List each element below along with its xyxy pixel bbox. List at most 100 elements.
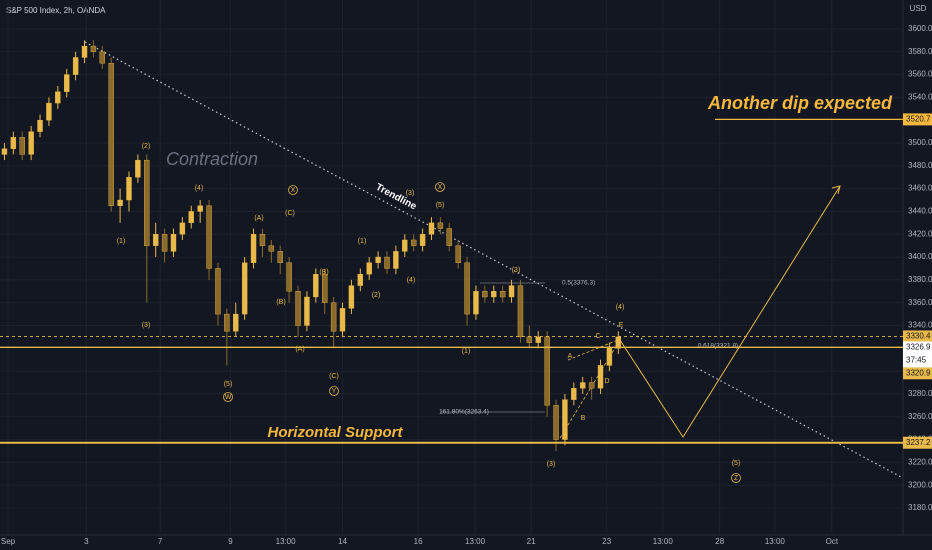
y-tick-label: 3500.0 bbox=[908, 138, 932, 147]
wave-label: (4) bbox=[616, 304, 625, 311]
candle-body bbox=[161, 234, 168, 252]
wave-label: Y bbox=[332, 388, 337, 395]
candle-body bbox=[553, 405, 559, 440]
candle-body bbox=[313, 273, 319, 298]
candle-body bbox=[393, 251, 399, 269]
wave-label: Z bbox=[734, 475, 739, 482]
candle-body bbox=[580, 382, 586, 389]
candle-body bbox=[348, 285, 355, 309]
wedge-upper bbox=[567, 339, 619, 361]
candle-body bbox=[544, 336, 550, 406]
headline: Another dip expected bbox=[707, 93, 893, 113]
candle-body bbox=[179, 222, 186, 235]
candle-body bbox=[241, 262, 248, 315]
wave-label: D bbox=[604, 378, 609, 385]
candle-body bbox=[108, 62, 114, 206]
candle-body bbox=[144, 159, 150, 246]
candle-body bbox=[588, 382, 595, 389]
level-label: 3520.7 bbox=[906, 115, 931, 124]
candle-body bbox=[526, 336, 533, 343]
x-tick-label: 7 bbox=[158, 537, 163, 546]
candle-body bbox=[366, 262, 372, 275]
candle-body bbox=[1, 148, 8, 155]
wave-label: (5) bbox=[436, 202, 445, 209]
candle-body bbox=[446, 228, 452, 246]
y-tick-label: 3600.0 bbox=[908, 24, 932, 33]
candle-body bbox=[10, 137, 17, 149]
candle-body bbox=[410, 239, 417, 246]
candle-body bbox=[135, 159, 141, 178]
candle-body bbox=[250, 234, 257, 263]
y-tick-label: 3440.0 bbox=[908, 207, 932, 216]
x-tick-label: Oct bbox=[826, 537, 839, 546]
y-tick-label: 3180.0 bbox=[908, 503, 932, 512]
wave-circle bbox=[435, 182, 445, 192]
wave-label: (1) bbox=[117, 238, 126, 245]
y-tick-label: 3340.0 bbox=[908, 321, 932, 330]
wave-label: E bbox=[619, 322, 624, 329]
wave-label: (3) bbox=[547, 461, 556, 468]
level-label: 3330.4 bbox=[906, 332, 931, 341]
candle-body bbox=[64, 74, 70, 92]
candle-body bbox=[277, 251, 283, 263]
wave-circle bbox=[329, 386, 339, 396]
candle-body bbox=[152, 234, 159, 246]
candle-body bbox=[224, 313, 230, 332]
x-tick-label: 28 bbox=[715, 537, 724, 546]
level-box bbox=[903, 113, 932, 126]
level-box bbox=[903, 330, 932, 343]
candle-body bbox=[330, 302, 337, 332]
x-tick-label: 14 bbox=[338, 537, 347, 546]
candle-body bbox=[286, 262, 292, 292]
x-tick-label: 3 bbox=[84, 537, 89, 546]
candle-body bbox=[455, 245, 461, 263]
candle-body bbox=[437, 222, 444, 229]
y-tick-label: 3280.0 bbox=[908, 389, 932, 398]
wave-label: (5) bbox=[224, 381, 233, 388]
candle-body bbox=[259, 234, 266, 246]
wave-label: (2) bbox=[372, 292, 381, 299]
x-tick-label: 16 bbox=[414, 537, 423, 546]
candle-body bbox=[295, 291, 301, 326]
wave-label: (3) bbox=[142, 322, 151, 329]
candle-body bbox=[72, 57, 79, 75]
grid bbox=[0, 0, 903, 535]
candle-body bbox=[606, 348, 613, 366]
x-tick-label: 13:00 bbox=[765, 537, 786, 546]
candle-body bbox=[339, 308, 346, 332]
wave-label: (B) bbox=[276, 299, 285, 306]
wave-label: (4) bbox=[407, 277, 416, 284]
candle-body bbox=[597, 365, 604, 389]
level-box bbox=[903, 436, 932, 449]
candle-body bbox=[419, 234, 426, 246]
projection bbox=[619, 185, 841, 438]
y-tick-label: 3380.0 bbox=[908, 275, 932, 284]
chart-title: S&P 500 Index, 2h, OANDA bbox=[6, 6, 106, 15]
wave-label: (2) bbox=[142, 143, 151, 150]
candle-body bbox=[90, 45, 97, 52]
projection-arrow bbox=[831, 185, 841, 195]
candle-body bbox=[473, 291, 479, 315]
y-tick-label: 3360.0 bbox=[908, 298, 932, 307]
wave-circle bbox=[223, 392, 233, 402]
candle-body bbox=[233, 313, 239, 332]
candle-body bbox=[562, 399, 568, 440]
candle-body bbox=[206, 205, 212, 269]
wave-label: (3) bbox=[406, 190, 415, 197]
x-tick-label: 9 bbox=[228, 537, 233, 546]
candle-body bbox=[46, 102, 52, 121]
y-tick-label: 3420.0 bbox=[908, 229, 932, 238]
x-tick-label: 23 bbox=[602, 537, 611, 546]
wave-label: A bbox=[568, 353, 573, 360]
candles bbox=[1, 40, 622, 451]
wave-label: W bbox=[225, 394, 232, 401]
fib-label: 161.80%(3263.4) bbox=[439, 409, 489, 416]
wave-label: (1) bbox=[462, 348, 471, 355]
candle-body bbox=[384, 256, 390, 269]
candle-body bbox=[188, 211, 194, 224]
level-label: 3320.9 bbox=[906, 368, 931, 377]
candle-body bbox=[304, 296, 310, 326]
candle-body bbox=[508, 285, 515, 298]
candle-body bbox=[170, 234, 177, 252]
